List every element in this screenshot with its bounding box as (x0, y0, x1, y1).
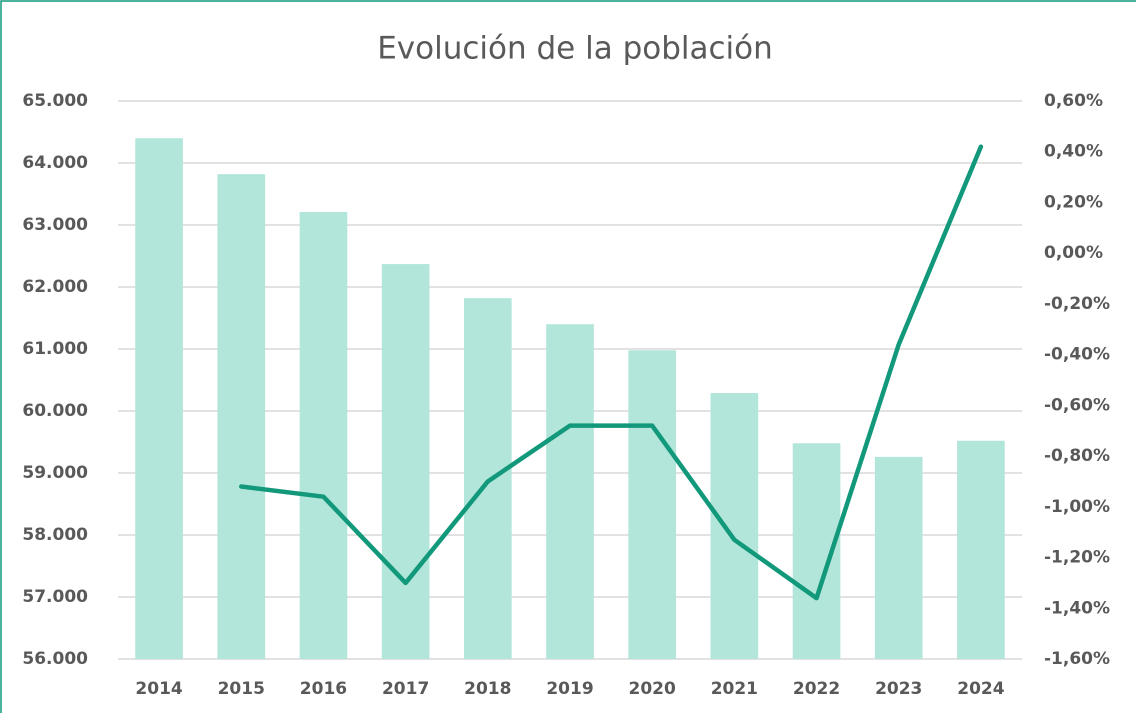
x-tick-label: 2022 (793, 679, 840, 699)
y-tick-label: 59.000 (22, 463, 88, 483)
x-tick-label: 2023 (875, 679, 922, 699)
bar (381, 264, 430, 659)
x-tick-label: 2019 (546, 679, 593, 699)
bar (628, 350, 677, 659)
x-tick-label: 2024 (957, 679, 1004, 699)
x-tick-label: 2018 (464, 679, 511, 699)
y-tick-label: 63.000 (22, 215, 88, 235)
bar (546, 324, 594, 659)
x-tick-label: 2021 (711, 679, 758, 699)
x-tick-label: 2017 (382, 679, 429, 699)
bar (710, 393, 759, 659)
x-tick-label: 2014 (135, 679, 182, 699)
y2-tick-label: 0,20% (1044, 192, 1103, 212)
y-tick-label: 62.000 (22, 277, 88, 297)
y2-tick-label: -1,20% (1044, 548, 1110, 568)
bar (874, 456, 923, 659)
y-tick-label: 61.000 (22, 339, 88, 359)
x-tick-label: 2016 (300, 679, 347, 699)
y2-tick-label: -1,40% (1044, 598, 1110, 618)
y2-tick-label: -1,60% (1044, 649, 1110, 669)
x-tick-label: 2020 (629, 679, 676, 699)
line (239, 144, 984, 601)
y2-tick-label: -0,80% (1044, 446, 1110, 466)
y2-tick-label: -1,00% (1044, 497, 1110, 517)
y-tick-label: 57.000 (22, 587, 88, 607)
bar (463, 298, 512, 659)
y2-tick-label: 0,60% (1044, 91, 1103, 111)
y-tick-label: 60.000 (22, 401, 88, 421)
bar (957, 440, 1005, 659)
y-tick-label: 64.000 (22, 153, 88, 173)
bar (217, 174, 266, 659)
y2-tick-label: 0,40% (1044, 142, 1103, 162)
y2-tick-label: -0,20% (1044, 294, 1110, 314)
y2-tick-label: -0,60% (1044, 395, 1110, 415)
y2-tick-label: 0,00% (1044, 243, 1103, 263)
y-tick-label: 65.000 (22, 91, 88, 111)
bar (135, 138, 183, 659)
y2-tick-label: -0,40% (1044, 345, 1110, 365)
chart-title: Evolución de la población (377, 31, 773, 67)
y-tick-label: 56.000 (22, 649, 88, 669)
bar (299, 211, 348, 660)
y-tick-label: 58.000 (22, 525, 88, 545)
x-tick-label: 2015 (218, 679, 265, 699)
